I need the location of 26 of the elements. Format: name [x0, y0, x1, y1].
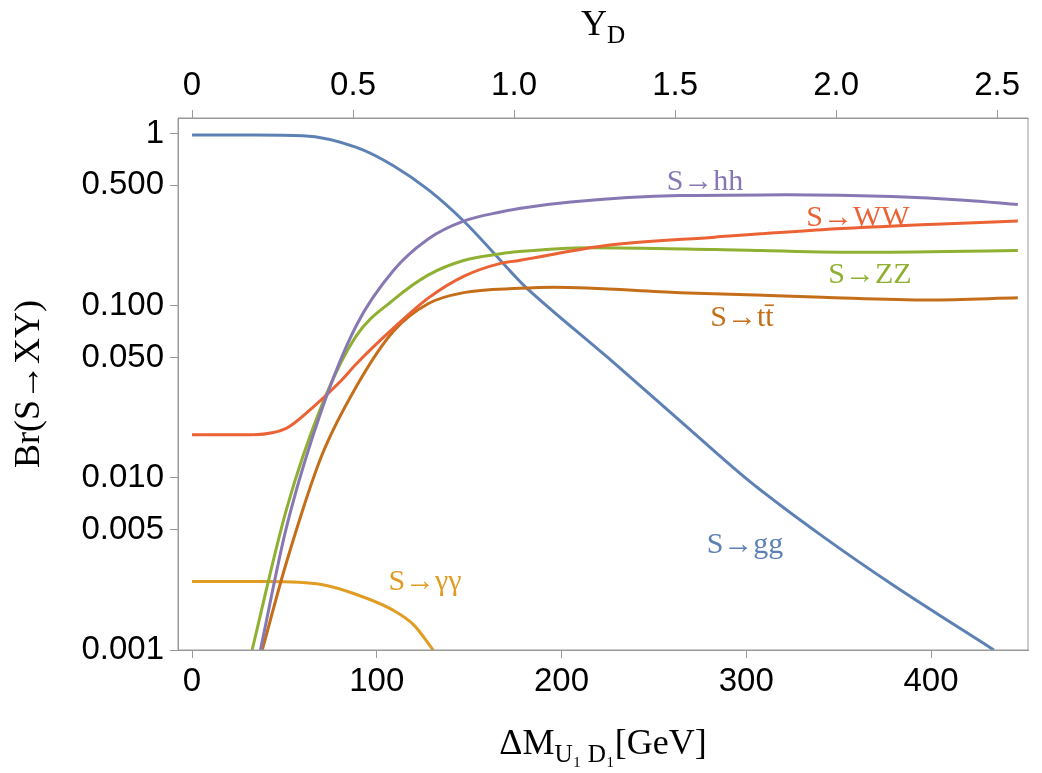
x-tick-label: 0: [182, 660, 202, 698]
y-tick-label: 0.001: [81, 629, 164, 667]
x2-tick-label: 2.5: [974, 65, 1021, 103]
y-tick-label: 0.010: [81, 456, 164, 494]
x2-tick-label: 0.5: [330, 65, 376, 103]
x2-tick-label: 1.0: [491, 65, 537, 103]
x-tick-label: 400: [903, 660, 959, 698]
y-tick-label: 0.005: [81, 508, 164, 546]
series-label: S→ZZ: [828, 255, 912, 289]
x-tick-label: 300: [718, 660, 774, 698]
x2-tick-label: 2.0: [813, 65, 860, 103]
x2-tick-label: 0: [182, 65, 202, 103]
series-label: S→WW: [806, 198, 911, 232]
x-tick-label: 100: [349, 660, 405, 698]
series-label: S→tt̄: [710, 298, 775, 332]
series-label: S→gg: [706, 525, 784, 559]
x2-tick-label: 1.5: [652, 65, 699, 103]
series-label: S→hh: [666, 162, 744, 196]
x-tick-label: 200: [533, 660, 590, 698]
y-tick-label: 1: [145, 112, 164, 150]
y-tick-label: 0.100: [81, 284, 164, 322]
y-axis-title: Br(S→XY): [7, 300, 48, 468]
series-label: S→γγ: [388, 562, 462, 596]
y-tick-label: 0.050: [81, 336, 164, 374]
line-series: [190, 133, 996, 650]
y-tick-label: 0.500: [81, 164, 164, 202]
